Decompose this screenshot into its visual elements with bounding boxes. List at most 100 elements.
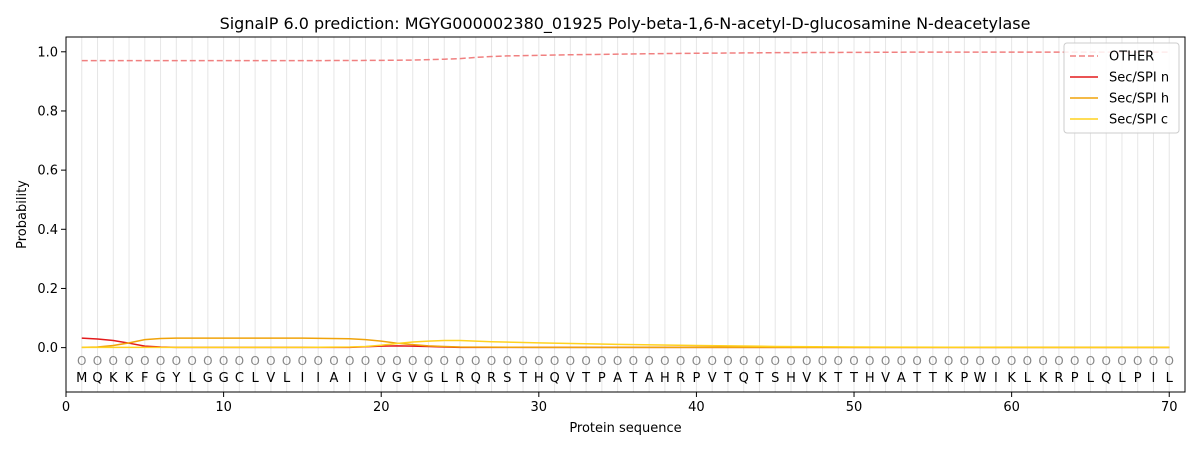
residue-label: K	[1007, 371, 1016, 386]
region-label: O	[991, 354, 1000, 368]
residue-label: R	[676, 371, 685, 386]
region-label: O	[644, 354, 653, 368]
region-label: O	[1038, 354, 1047, 368]
region-label: O	[802, 354, 811, 368]
residue-label: P	[598, 371, 606, 386]
region-label: O	[408, 354, 417, 368]
legend-box	[1063, 42, 1180, 134]
region-label: O	[329, 354, 338, 368]
residue-label: A	[613, 371, 622, 386]
region-label: O	[849, 354, 858, 368]
residue-label: G	[423, 371, 433, 386]
grid	[81, 37, 1170, 392]
residue-label: T	[723, 371, 732, 386]
region-label: O	[518, 354, 527, 368]
residue-label: Y	[171, 371, 180, 386]
residue-label: I	[994, 371, 998, 386]
region-label: O	[613, 354, 622, 368]
residue-label: L	[441, 371, 449, 386]
residue-label: Q	[471, 371, 481, 386]
region-label: O	[203, 354, 212, 368]
residue-label: L	[1087, 371, 1095, 386]
residue-label: L	[1118, 371, 1126, 386]
residue-label: P	[1134, 371, 1142, 386]
legend-label: Sec/SPI h	[1109, 92, 1169, 107]
region-label: O	[739, 354, 748, 368]
series-line-sec-spi-c	[81, 339, 1170, 349]
residue-label: V	[377, 371, 386, 386]
residue-label: L	[1024, 371, 1032, 386]
residue-label: T	[754, 371, 763, 386]
chart-title: SignalP 6.0 prediction: MGYG000002380_01…	[220, 14, 1031, 34]
region-label: O	[250, 354, 259, 368]
residue-label: R	[487, 371, 496, 386]
region-label: O	[1149, 354, 1158, 368]
region-label: O	[1086, 354, 1095, 368]
residue-label: P	[960, 371, 968, 386]
region-label: O	[1054, 354, 1063, 368]
residue-label: L	[283, 371, 291, 386]
residue-label: H	[534, 371, 544, 386]
legend-label: Sec/SPI n	[1109, 71, 1169, 86]
region-label: O	[1165, 354, 1174, 368]
region-label: O	[692, 354, 701, 368]
region-label: O	[755, 354, 764, 368]
legend-label: Sec/SPI c	[1109, 113, 1168, 128]
residue-label: F	[141, 371, 148, 386]
residue-label: K	[944, 371, 953, 386]
residue-label: R	[455, 371, 464, 386]
region-label: O	[944, 354, 953, 368]
residue-label: G	[156, 371, 166, 386]
region-label: O	[770, 354, 779, 368]
residue-label: V	[266, 371, 275, 386]
region-label: O	[534, 354, 543, 368]
x-tick-label: 60	[1003, 400, 1020, 415]
residue-label: T	[581, 371, 590, 386]
x-tick-label: 30	[531, 400, 548, 415]
residue-label: R	[1054, 371, 1063, 386]
y-tick-label: 0.4	[37, 223, 58, 238]
residue-label: T	[628, 371, 637, 386]
region-label: O	[1117, 354, 1126, 368]
residue-label: L	[1166, 371, 1174, 386]
x-tick-label: 50	[846, 400, 863, 415]
region-label: O	[1133, 354, 1142, 368]
series-line-sec-spi-h	[81, 337, 1170, 349]
residue-label: A	[329, 371, 338, 386]
region-label: O	[313, 354, 322, 368]
region-label: O	[109, 354, 118, 368]
residue-label: T	[833, 371, 842, 386]
legend-label: OTHER	[1109, 50, 1154, 65]
region-label: O	[786, 354, 795, 368]
region-label: O	[881, 354, 890, 368]
x-tick-label: 10	[215, 400, 232, 415]
region-label: O	[897, 354, 906, 368]
residue-label: Q	[739, 371, 749, 386]
region-label: O	[282, 354, 291, 368]
region-label: O	[487, 354, 496, 368]
region-label: O	[676, 354, 685, 368]
legend: OTHER Sec/SPI n Sec/SPI h Sec/SPI c	[1063, 42, 1180, 134]
region-label: O	[172, 354, 181, 368]
residue-label: Q	[92, 371, 102, 386]
residue-label: G	[392, 371, 402, 386]
x-axis-label: Protein sequence	[569, 421, 681, 436]
residue-label: T	[912, 371, 921, 386]
x-tick-label: 40	[688, 400, 705, 415]
region-label: O	[550, 354, 559, 368]
residue-label: A	[645, 371, 654, 386]
residue-label: G	[219, 371, 229, 386]
y-tick-label: 1.0	[37, 45, 58, 60]
x-tick-label: 20	[373, 400, 390, 415]
region-label: O	[503, 354, 512, 368]
residue-label: V	[881, 371, 890, 386]
region-label: O	[1007, 354, 1016, 368]
residue-label: H	[865, 371, 875, 386]
residue-label: K	[125, 371, 134, 386]
region-label: O	[912, 354, 921, 368]
residue-label: H	[786, 371, 796, 386]
region-label: O	[124, 354, 133, 368]
x-tick-label: 0	[62, 400, 70, 415]
